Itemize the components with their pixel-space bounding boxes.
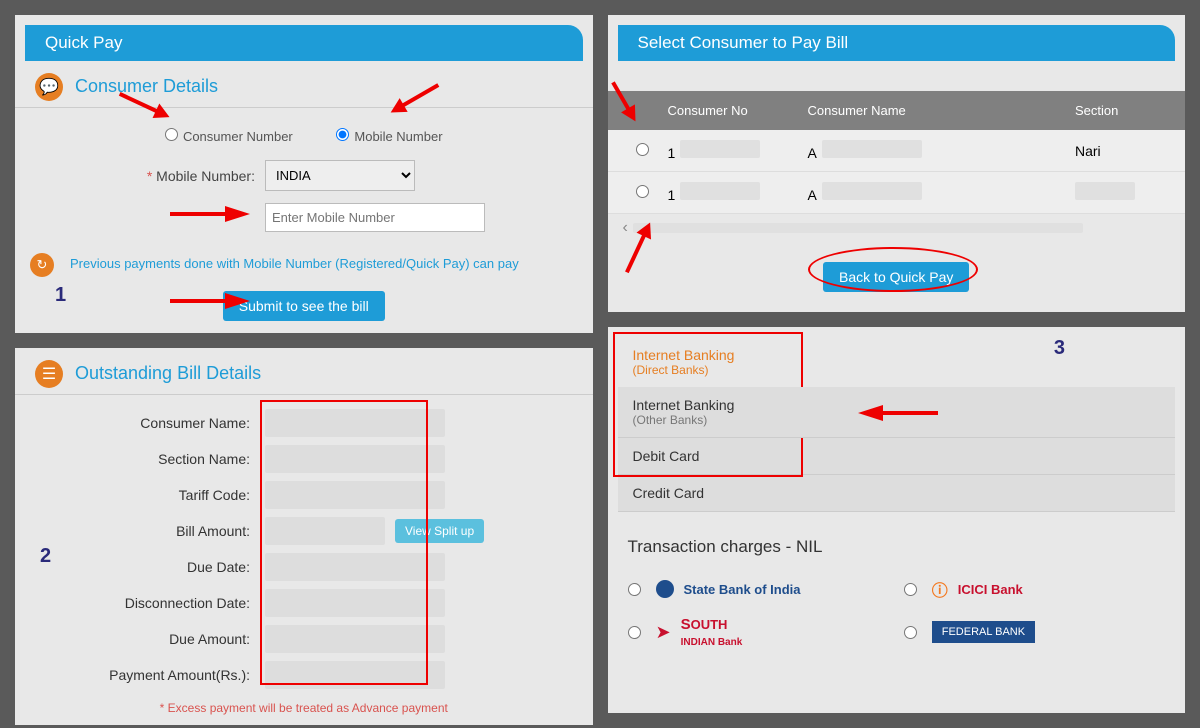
table-row[interactable]: 1 A Nari [608,130,1186,172]
consumer-name-value [265,409,445,437]
payment-option-debit[interactable]: Debit Card [618,438,1176,475]
due-amount-value [265,625,445,653]
bank-radio[interactable] [904,626,917,639]
country-select[interactable]: INDIA [265,160,415,191]
disconnection-date-label: Disconnection Date: [35,595,265,611]
due-date-label: Due Date: [35,559,265,575]
consumer-name-label: Consumer Name: [35,415,265,431]
consumer-number-radio[interactable] [165,128,178,141]
consumer-number-radio-label[interactable]: Consumer Number [165,129,293,144]
quickpay-panel: Quick Pay 💬 Consumer Details Consumer Nu… [15,15,593,333]
payment-option-credit[interactable]: Credit Card [618,475,1176,512]
scroll-indicator: ‹ [608,214,1186,242]
col-header-no: Consumer No [668,103,808,118]
mobile-number-radio[interactable] [336,128,349,141]
tariff-code-value [265,481,445,509]
bill-details-panel: ☰ Outstanding Bill Details 2 Consumer Na… [15,348,593,725]
section-name-label: Section Name: [35,451,265,467]
tariff-code-label: Tariff Code: [35,487,265,503]
refresh-icon: ↻ [30,253,54,277]
consumer-table: Consumer No Consumer Name Section 1 A Na… [608,91,1186,242]
bank-radio[interactable] [904,583,917,596]
bank-icici[interactable]: ⓘ ICICI Bank [904,577,1165,601]
table-row[interactable]: 1 A [608,172,1186,214]
payment-option-internet-other[interactable]: Internet Banking (Other Banks) [618,387,1176,438]
payment-amount-label: Payment Amount(Rs.): [35,667,265,683]
annotation-arrow [225,293,250,309]
consumer-details-title: 💬 Consumer Details [15,61,593,108]
disconnection-date-value [265,589,445,617]
payment-amount-value [265,661,445,689]
col-header-section: Section [1075,103,1175,118]
chat-icon: 💬 [35,73,63,101]
list-icon: ☰ [35,360,63,388]
mobile-input[interactable] [265,203,485,232]
info-bar: ↻ Previous payments done with Mobile Num… [15,248,593,279]
view-split-button[interactable]: View Split up [395,519,484,543]
bank-sbi[interactable]: State Bank of India [628,577,889,601]
select-consumer-panel: Select Consumer to Pay Bill Consumer No … [608,15,1186,312]
bank-south[interactable]: ➤ SOUTHINDIAN Bank [628,616,889,648]
section-name-value [265,445,445,473]
col-header-name: Consumer Name [808,103,1076,118]
excess-note: * Excess payment will be treated as Adva… [35,693,573,715]
quickpay-header: Quick Pay [25,25,583,61]
payment-option-internet-direct[interactable]: Internet Banking (Direct Banks) [618,337,1176,387]
bill-amount-value [265,517,385,545]
step-number-2: 2 [40,545,51,568]
step-number-1: 1 [55,284,66,307]
consumer-radio[interactable] [636,143,649,156]
bill-amount-label: Bill Amount: [35,523,265,539]
mobile-number-radio-label[interactable]: Mobile Number [336,129,442,144]
payment-panel: 3 Internet Banking (Direct Banks) Intern… [608,327,1186,713]
due-date-value [265,553,445,581]
annotation-arrow [225,206,250,222]
back-button[interactable]: Back to Quick Pay [823,262,969,292]
bank-radio[interactable] [628,626,641,639]
annotation-arrow [858,405,883,421]
charges-title: Transaction charges - NIL [608,522,1186,567]
due-amount-label: Due Amount: [35,631,265,647]
select-consumer-header: Select Consumer to Pay Bill [618,25,1176,61]
step-number-3: 3 [1054,337,1065,360]
bank-federal[interactable]: FEDERAL BANK [904,616,1165,648]
bill-details-title: ☰ Outstanding Bill Details [15,348,593,395]
consumer-radio[interactable] [636,185,649,198]
bank-radio[interactable] [628,583,641,596]
